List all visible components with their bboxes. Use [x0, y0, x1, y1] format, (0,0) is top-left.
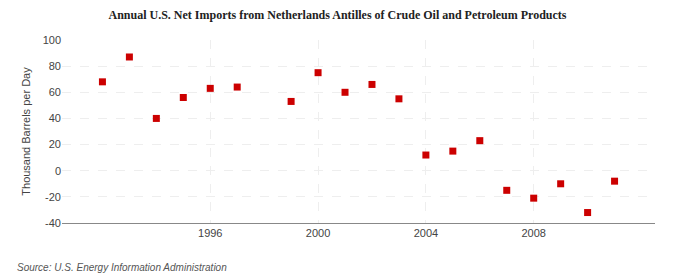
- svg-text:40: 40: [49, 112, 61, 124]
- svg-text:-20: -20: [45, 191, 61, 203]
- svg-text:Thousand Barrels per Day: Thousand Barrels per Day: [20, 67, 32, 196]
- svg-text:2008: 2008: [521, 227, 545, 239]
- svg-text:Annual U.S. Net Imports from N: Annual U.S. Net Imports from Netherlands…: [108, 8, 566, 22]
- svg-text:0: 0: [55, 165, 61, 177]
- svg-text:20: 20: [49, 138, 61, 150]
- svg-text:100: 100: [43, 34, 61, 46]
- svg-text:60: 60: [49, 86, 61, 98]
- svg-text:2004: 2004: [414, 227, 438, 239]
- svg-text:-40: -40: [45, 217, 61, 229]
- svg-text:80: 80: [49, 60, 61, 72]
- svg-text:2000: 2000: [306, 227, 330, 239]
- svg-text:1996: 1996: [198, 227, 222, 239]
- svg-text:Source: U.S. Energy Informatio: Source: U.S. Energy Information Administ…: [17, 262, 227, 273]
